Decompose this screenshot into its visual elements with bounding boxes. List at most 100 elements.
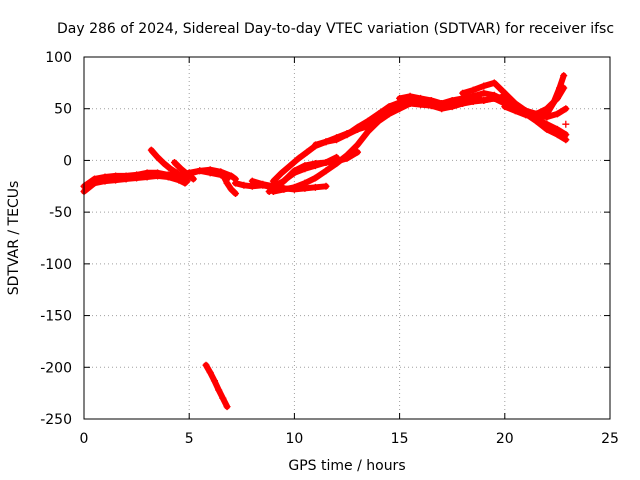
data-point xyxy=(311,174,319,182)
plot-frame xyxy=(83,56,611,420)
data-point xyxy=(183,177,191,185)
data-point xyxy=(532,111,540,119)
data-point xyxy=(511,100,519,108)
data-point xyxy=(206,166,214,174)
data-point xyxy=(448,103,456,111)
series-track-k xyxy=(269,99,425,195)
data-point xyxy=(343,151,351,159)
series-band xyxy=(219,171,239,197)
data-point xyxy=(511,107,519,115)
data-point xyxy=(562,131,570,139)
data-point xyxy=(553,125,561,133)
data-point xyxy=(280,185,288,193)
x-tick-label: 5 xyxy=(185,431,194,447)
data-point xyxy=(223,403,231,411)
data-point xyxy=(543,113,551,121)
data-point xyxy=(269,177,277,185)
data-point xyxy=(480,82,488,90)
series-track-r xyxy=(522,105,570,121)
data-point xyxy=(91,179,99,187)
data-point xyxy=(469,86,477,94)
series-band xyxy=(270,99,424,195)
chart-title: Day 286 of 2024, Sidereal Day-to-day VTE… xyxy=(57,21,614,37)
data-point xyxy=(278,169,286,177)
data-point xyxy=(286,162,294,170)
axis-ticks: 0 5 10 15 20 25 -250 -200 -150 -100 -50 0 50 100 xyxy=(40,50,619,447)
data-point xyxy=(543,120,551,128)
gridlines xyxy=(84,57,610,419)
data-point xyxy=(112,176,120,184)
data-point xyxy=(206,368,214,376)
data-point xyxy=(322,182,330,190)
data-point xyxy=(480,89,488,97)
data-point xyxy=(490,94,498,102)
data-point xyxy=(143,173,151,181)
y-tick-label: -250 xyxy=(40,412,72,428)
data-point xyxy=(133,174,141,182)
y-tick-label: -150 xyxy=(40,309,72,325)
data-point xyxy=(375,113,383,121)
data-point xyxy=(189,175,197,183)
x-tick-label: 25 xyxy=(601,431,619,447)
data-point xyxy=(177,165,185,173)
data-point xyxy=(231,179,239,187)
y-axis-label: SDTVAR / TECUs xyxy=(6,181,22,296)
data-point xyxy=(240,181,248,189)
data-point xyxy=(459,100,467,108)
data-point xyxy=(406,100,414,108)
data-point xyxy=(147,146,155,154)
data-point xyxy=(282,175,290,183)
data-point xyxy=(259,180,267,188)
data-point xyxy=(301,179,309,187)
data-point xyxy=(164,173,172,181)
data-point xyxy=(166,165,174,173)
data-point xyxy=(290,183,298,191)
data-point xyxy=(480,96,488,104)
y-tick-label: -100 xyxy=(40,257,72,273)
series-track-c xyxy=(147,146,191,185)
data-point xyxy=(215,386,223,394)
data-point xyxy=(354,141,362,149)
data-point xyxy=(185,170,193,178)
data-point xyxy=(101,177,109,185)
data-point xyxy=(301,165,309,173)
data-point xyxy=(303,148,311,156)
data-point xyxy=(562,120,570,128)
data-point xyxy=(501,89,509,97)
data-point xyxy=(560,72,568,80)
data-point xyxy=(219,171,227,179)
data-point xyxy=(385,107,393,115)
data-point xyxy=(223,179,231,187)
y-tick-label: 0 xyxy=(63,153,72,169)
y-tick-label: 50 xyxy=(54,102,72,118)
data-point xyxy=(354,148,362,156)
data-point xyxy=(269,187,277,195)
data-point xyxy=(556,84,564,92)
series-track-b xyxy=(80,172,189,195)
y-tick-label: 100 xyxy=(45,50,72,66)
data-point xyxy=(122,175,130,183)
data-point xyxy=(311,162,319,170)
data-point xyxy=(295,154,303,162)
series-track-t xyxy=(562,120,570,128)
data-point xyxy=(322,138,330,146)
data-point xyxy=(438,105,446,113)
series-track-f xyxy=(219,171,239,198)
y-tick-label: -50 xyxy=(49,205,72,221)
data-point xyxy=(227,185,235,193)
x-axis-label: GPS time / hours xyxy=(288,458,405,474)
data-point xyxy=(417,100,425,108)
data-point xyxy=(322,158,330,166)
data-point xyxy=(448,96,456,104)
data-point xyxy=(562,105,570,113)
data-point xyxy=(173,169,181,177)
data-point xyxy=(219,394,227,402)
data-point xyxy=(427,102,435,110)
data-point xyxy=(170,158,178,166)
data-point xyxy=(311,183,319,191)
data-point xyxy=(549,100,557,108)
data-point xyxy=(396,94,404,102)
data-point xyxy=(406,92,414,100)
data-point xyxy=(354,125,362,133)
data-point xyxy=(202,361,210,369)
